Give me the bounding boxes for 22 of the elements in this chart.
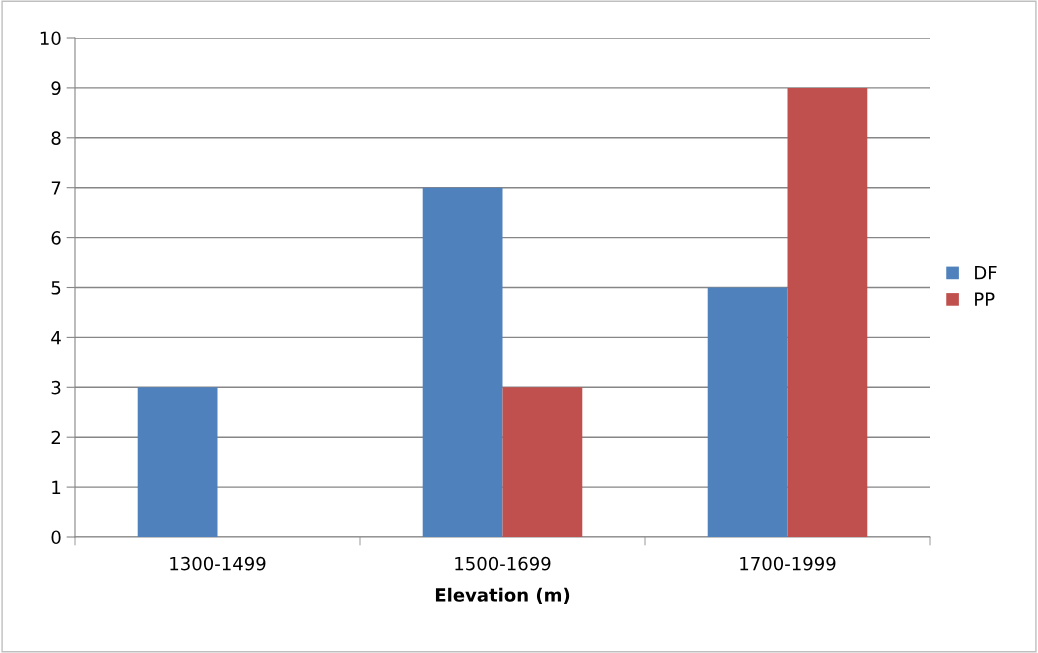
bar bbox=[787, 87, 868, 537]
bar bbox=[137, 387, 218, 537]
bar bbox=[502, 387, 583, 537]
y-tick-label: 7 bbox=[51, 181, 61, 195]
y-tick-label: 0 bbox=[51, 530, 61, 545]
legend-label: PP bbox=[975, 292, 995, 306]
y-tick-label: 1 bbox=[52, 480, 61, 494]
y-tick-label: 4 bbox=[51, 331, 61, 345]
y-tick-label: 5 bbox=[51, 281, 61, 295]
y-tick-label: 3 bbox=[51, 380, 61, 395]
x-tick-label: 1300-1499 bbox=[170, 556, 266, 571]
x-tick-label: 1500-1699 bbox=[455, 556, 551, 571]
y-tick-label: 2 bbox=[51, 430, 60, 445]
x-axis-title: Elevation (m) bbox=[435, 587, 570, 604]
legend-label: DF bbox=[975, 266, 997, 280]
bar bbox=[707, 287, 788, 537]
bar bbox=[422, 187, 503, 537]
y-tick-label: 6 bbox=[51, 231, 61, 245]
y-tick-label: 10 bbox=[40, 31, 61, 46]
y-tick-label: 8 bbox=[51, 131, 61, 145]
y-tick-label: 9 bbox=[51, 81, 61, 96]
x-tick-label: 1700-1999 bbox=[740, 556, 836, 571]
